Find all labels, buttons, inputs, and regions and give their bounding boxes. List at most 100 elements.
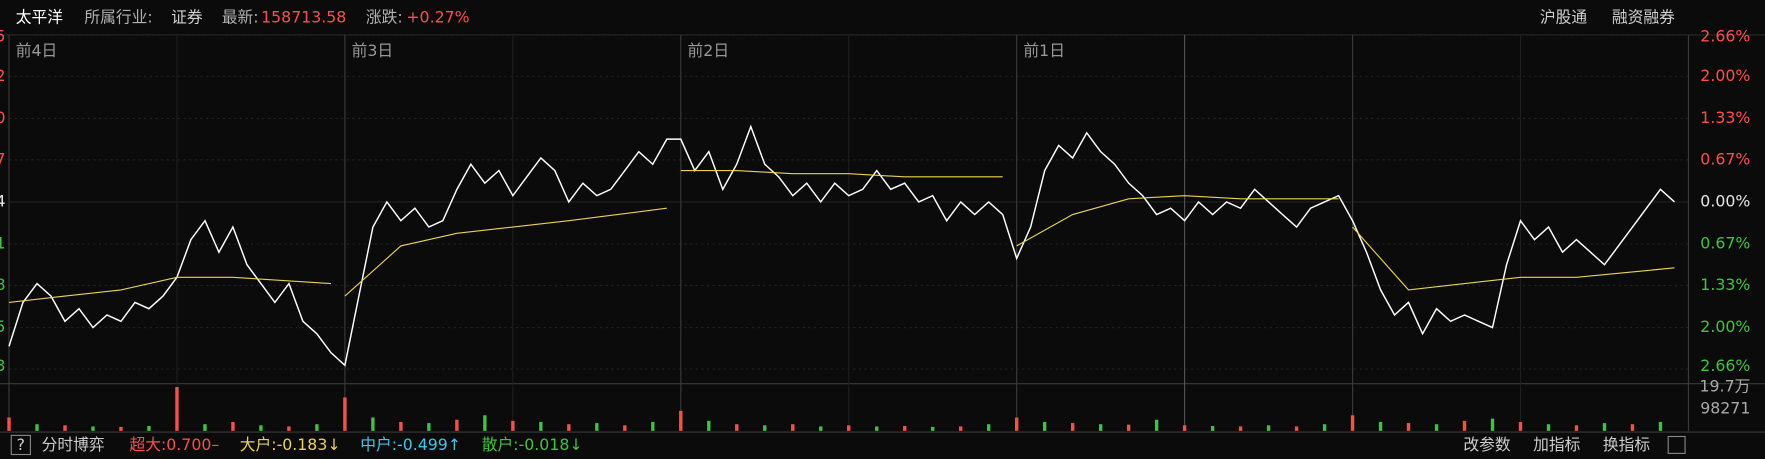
volume-bar [1630, 424, 1635, 431]
volume-bar [1070, 423, 1075, 431]
y-tick-label: 0.67% [1700, 149, 1750, 168]
volume-bar [343, 397, 347, 431]
volume-bar [875, 426, 879, 431]
change-label: 涨跌: [366, 8, 403, 27]
volume-bar [847, 425, 851, 431]
price-line [8, 169, 1675, 303]
large: 大户:-0.183↓ [240, 435, 341, 454]
volume-bar [986, 424, 991, 431]
volume-bar [1462, 420, 1467, 431]
volume-bar [1182, 425, 1187, 431]
volume-bar [119, 426, 123, 431]
volume-bar [931, 426, 935, 431]
volume-bar [1406, 423, 1411, 431]
volume-bar [791, 424, 795, 431]
volume-bar [1154, 419, 1159, 431]
left-axis-label: 3 [0, 356, 6, 375]
day-label: 前3日 [352, 41, 394, 60]
button[interactable]: 改参数 [1463, 435, 1511, 454]
y-tick-label: 2.00% [1700, 66, 1750, 85]
volume-bar [679, 410, 683, 431]
volume-bar [623, 425, 627, 431]
volume-bar [651, 421, 655, 431]
volume-tick-label: 98271 [1700, 398, 1750, 417]
left-axis-label: 2 [0, 66, 6, 85]
volume-tick-label: 19.7万 [1700, 377, 1751, 396]
volume-bar [231, 421, 235, 431]
volume-bar [1350, 415, 1355, 431]
y-tick-label: 1.33% [1700, 108, 1750, 127]
volume-bar [1574, 425, 1579, 431]
volume-bar [903, 425, 907, 431]
volume-bar [483, 415, 487, 431]
volume-bar [567, 424, 571, 431]
volume-bar [707, 420, 711, 431]
volume-bar [511, 420, 515, 431]
volume-bar [371, 417, 375, 431]
volume-bar [175, 387, 179, 431]
volume-bar [35, 424, 39, 431]
volume-bar [1518, 421, 1523, 431]
volume-bar [595, 423, 599, 431]
volume-bar [1322, 424, 1327, 431]
panel-toggle[interactable] [1667, 435, 1686, 454]
left-axis-label: 0 [0, 108, 6, 127]
left-axis-label: 8 [0, 275, 6, 294]
industry-label: 所属行业: [84, 8, 152, 27]
day-label: 前1日 [1023, 41, 1065, 60]
y-tick-label: 0.00% [1700, 191, 1750, 210]
volume-bar [1490, 418, 1495, 431]
indicator-title: 分时博弈 [42, 435, 105, 454]
volume-bar [1434, 424, 1439, 431]
volume-bar [63, 425, 67, 431]
volume-bar [427, 423, 431, 431]
volume-bar [259, 425, 263, 431]
help-box[interactable] [10, 434, 31, 456]
left-axis-label: 1 [0, 234, 6, 253]
price-line [8, 124, 1675, 367]
help[interactable]: ? [17, 435, 25, 454]
volume-bar [1602, 423, 1607, 431]
change: +0.27% [406, 8, 469, 27]
industry: 证券 [171, 8, 203, 27]
link[interactable]: 沪股通 [1540, 8, 1588, 27]
super-large: 超大:0.700– [129, 435, 219, 454]
y-tick-label: 2.00% [1700, 317, 1750, 336]
volume-bar [315, 424, 319, 431]
button[interactable]: 加指标 [1533, 435, 1581, 454]
volume-bar [1126, 424, 1131, 431]
medium: 中户:-0.499↑ [360, 435, 461, 454]
volume-bar [819, 426, 823, 431]
button[interactable]: 换指标 [1603, 435, 1651, 454]
volume-bar [1098, 424, 1103, 431]
left-axis-label: 5 [0, 27, 6, 46]
last-label: 最新: [222, 8, 259, 27]
left-axis-label: 4 [0, 191, 6, 210]
volume-bar [959, 426, 963, 431]
volume-bar [7, 417, 11, 431]
volume-bar [455, 419, 459, 431]
volume-bar [1238, 426, 1243, 431]
volume-bar [1546, 424, 1551, 431]
volume-bar [399, 421, 403, 431]
y-tick-label: 2.66% [1700, 27, 1750, 46]
volume-bar [1042, 421, 1047, 431]
stock-name: 太平洋 [16, 8, 64, 27]
volume-bar [203, 424, 207, 431]
volume-bar [539, 421, 543, 431]
day-label: 前4日 [16, 41, 58, 60]
volume-bar [91, 426, 95, 431]
volume-bar [1014, 417, 1019, 431]
link[interactable]: 融资融券 [1612, 8, 1675, 27]
volume-bar [735, 424, 739, 431]
last-price: 158713.58 [261, 8, 346, 27]
volume-bar [1266, 425, 1271, 431]
volume-bar [147, 425, 151, 431]
y-tick-label: 2.66% [1700, 356, 1750, 375]
left-axis-label: 7 [0, 149, 6, 168]
day-label: 前2日 [688, 41, 730, 60]
volume-bar [763, 425, 767, 431]
